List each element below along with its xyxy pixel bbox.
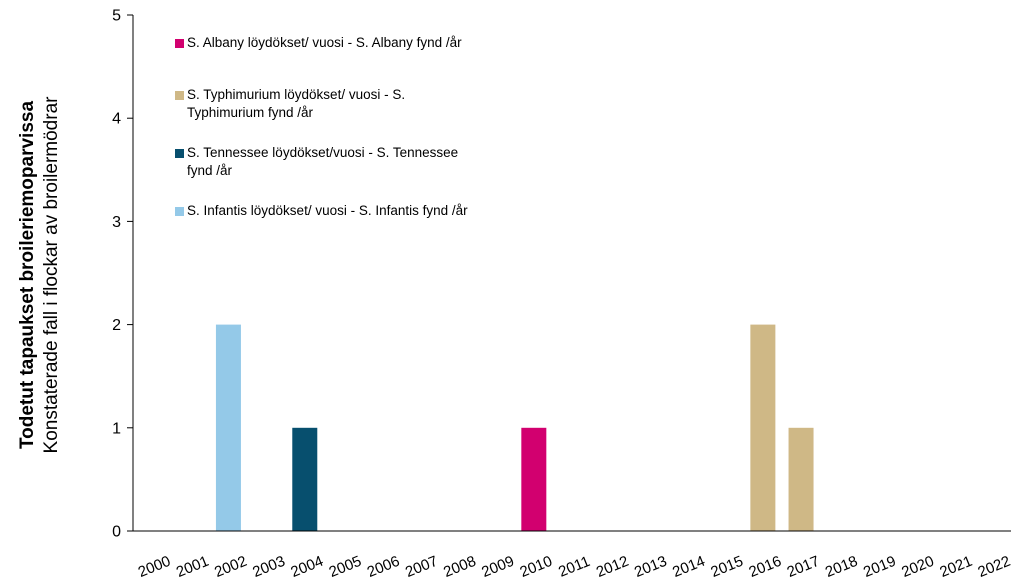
legend-label: fynd /år — [187, 163, 233, 178]
bar — [292, 427, 318, 531]
legend-item: S. Albany löydökset/ vuosi - S. Albany f… — [175, 34, 535, 52]
y-tick-label: 0 — [112, 524, 121, 541]
y-axis-title-line1: Todetut tapaukset broileriemoparvissa — [17, 100, 38, 450]
x-tick-label: 2017 — [785, 553, 822, 581]
legend-swatch — [175, 149, 184, 158]
x-tick-label: 2013 — [632, 553, 669, 581]
x-tick-label: 2018 — [823, 553, 860, 581]
legend-label: S. Tennessee löydökset/vuosi - S. Tennes… — [187, 145, 459, 160]
legend-label: S. Typhimurium löydökset/ vuosi - S. — [187, 87, 406, 102]
legend: S. Albany löydökset/ vuosi - S. Albany f… — [175, 34, 535, 220]
legend-swatch — [175, 39, 184, 48]
legend-label: S. Infantis löydökset/ vuosi - S. Infant… — [187, 203, 468, 218]
y-axis: 0 1 2 3 4 5 — [112, 8, 134, 541]
legend-swatch — [175, 91, 184, 100]
y-tick-label: 5 — [112, 8, 121, 25]
legend-item: S. Typhimurium löydökset/ vuosi - S. Typh… — [175, 86, 535, 122]
x-tick-label: 2007 — [403, 553, 440, 581]
x-tick-label: 2004 — [288, 553, 325, 581]
x-tick-label: 2021 — [937, 553, 974, 581]
x-tick-label: 2020 — [899, 553, 936, 581]
y-tick-label: 2 — [112, 317, 121, 334]
y-tick-label: 4 — [112, 111, 121, 128]
x-tick-label: 2016 — [747, 553, 784, 581]
x-tick-label: 2012 — [594, 553, 631, 581]
x-tick-label: 2001 — [174, 553, 211, 581]
x-tick-label: 2010 — [517, 553, 554, 581]
y-axis-title-wrap: Todetut tapaukset broileriemoparvissa Ko… — [0, 0, 80, 587]
x-tick-label: 2003 — [250, 553, 287, 581]
x-tick-label: 2019 — [861, 553, 898, 581]
x-tick-label: 2011 — [556, 553, 592, 581]
x-tick-label: 2014 — [670, 553, 707, 581]
x-axis: 2000 2001 2002 2003 2004 2005 2006 2007 2008 2009… — [133, 530, 1011, 581]
x-tick-label: 2005 — [327, 553, 364, 581]
x-tick-label: 2002 — [212, 553, 249, 581]
y-axis-title: Todetut tapaukset broileriemoparvissa Ko… — [16, 97, 64, 454]
bar — [215, 324, 241, 531]
x-tick-label: 2006 — [365, 553, 402, 581]
bar — [750, 324, 776, 531]
y-tick-label: 3 — [112, 214, 121, 231]
y-axis-title-line2: Konstaterade fall i flockar av broilermö… — [41, 96, 62, 454]
legend-item: S. Infantis löydökset/ vuosi - S. Infant… — [175, 202, 535, 220]
bars — [215, 324, 814, 531]
x-tick-label: 2000 — [136, 553, 173, 581]
bar — [788, 427, 814, 531]
legend-label: Typhimurium fynd /år — [187, 105, 314, 120]
x-tick-label: 2015 — [708, 553, 745, 581]
bar — [521, 427, 547, 531]
x-tick-label: 2009 — [479, 553, 516, 581]
legend-item: S. Tennessee löydökset/vuosi - S. Tennes… — [175, 144, 535, 180]
x-tick-label: 2022 — [976, 553, 1011, 581]
x-tick-label: 2008 — [441, 553, 478, 581]
y-tick-label: 1 — [112, 420, 121, 437]
legend-label: S. Albany löydökset/ vuosi - S. Albany f… — [187, 35, 462, 50]
legend-swatch — [175, 207, 184, 216]
